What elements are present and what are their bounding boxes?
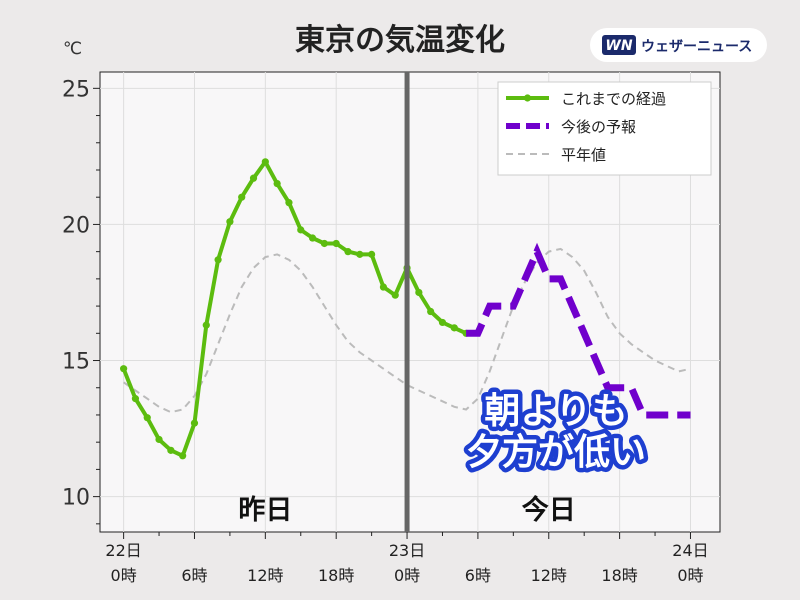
y-tick-label: 20: [62, 213, 90, 238]
weathernews-logo: WN ウェザーニュース: [590, 28, 767, 62]
series-line-dashed-thin: [123, 247, 691, 414]
data-point: [202, 321, 210, 329]
annotation-line-1: 朝よりも: [484, 391, 627, 432]
data-point: [249, 174, 258, 182]
annotation-line-2: 夕方が低い: [466, 432, 646, 473]
data-point: [368, 250, 376, 258]
x-tick-label-hour: 0時: [394, 566, 420, 585]
annotation: 朝よりも 夕方が低い: [461, 387, 650, 478]
data-point: [297, 226, 305, 234]
legend-label: 平年値: [561, 146, 606, 164]
y-tick-label: 15: [62, 350, 90, 375]
data-point: [285, 199, 293, 207]
data-point: [190, 419, 199, 427]
y-tick-label: 25: [62, 77, 90, 102]
data-point: [238, 193, 246, 201]
data-point: [450, 324, 458, 332]
data-point: [273, 179, 281, 188]
day-label: 今日: [522, 494, 576, 526]
data-point: [167, 446, 175, 454]
logo-text: ウェザーニュース: [641, 39, 752, 55]
x-tick-label-hour: 18時: [318, 566, 354, 585]
data-point: [344, 248, 352, 256]
data-point: [214, 256, 222, 264]
x-tick-label-hour: 0時: [677, 566, 703, 585]
chart-title: 東京の気温変化: [295, 23, 505, 58]
x-axis: 22日 0時 6時 12時 18時 23日 0時 6時 12時 18時 24日 0時: [105, 532, 709, 585]
data-point: [438, 318, 447, 327]
x-tick-label-date: 22日: [105, 541, 141, 560]
data-point: [308, 234, 317, 242]
y-tick-label: 10: [62, 486, 90, 511]
legend-swatch-marker: [523, 94, 532, 102]
data-point: [379, 283, 388, 291]
x-tick-label-date: 24日: [672, 541, 708, 560]
x-tick-label-hour: 12時: [247, 566, 283, 585]
x-tick-label-hour: 6時: [465, 566, 491, 585]
legend-label: これまでの経過: [561, 90, 666, 108]
x-tick-label-hour: 6時: [181, 566, 207, 585]
logo-mark-bg: [602, 35, 636, 55]
data-point: [261, 158, 269, 166]
data-point: [155, 435, 163, 444]
y-axis: 10 15 20 25: [62, 77, 100, 525]
data-point: [356, 250, 364, 258]
data-point: [120, 365, 128, 373]
series-line-dashed-thick: [466, 242, 691, 419]
legend-label: 今後の予報: [561, 118, 636, 136]
data-point: [131, 395, 140, 403]
x-tick-label-date: 23日: [389, 541, 425, 560]
data-point: [332, 239, 340, 248]
logo-mark: WN: [605, 38, 632, 54]
data-point: [391, 291, 399, 299]
data-point: [320, 239, 328, 248]
y-unit-label: ℃: [63, 39, 82, 59]
day-labels: 昨日 今日: [238, 494, 575, 526]
data-point: [143, 414, 151, 422]
x-tick-label-hour: 0時: [111, 566, 137, 585]
x-tick-label-hour: 12時: [531, 566, 567, 585]
data-point: [427, 307, 435, 316]
x-tick-label-hour: 18時: [601, 566, 637, 585]
data-point: [179, 452, 187, 460]
data-point: [226, 218, 234, 226]
day-label: 昨日: [238, 495, 292, 526]
data-point: [415, 288, 423, 297]
